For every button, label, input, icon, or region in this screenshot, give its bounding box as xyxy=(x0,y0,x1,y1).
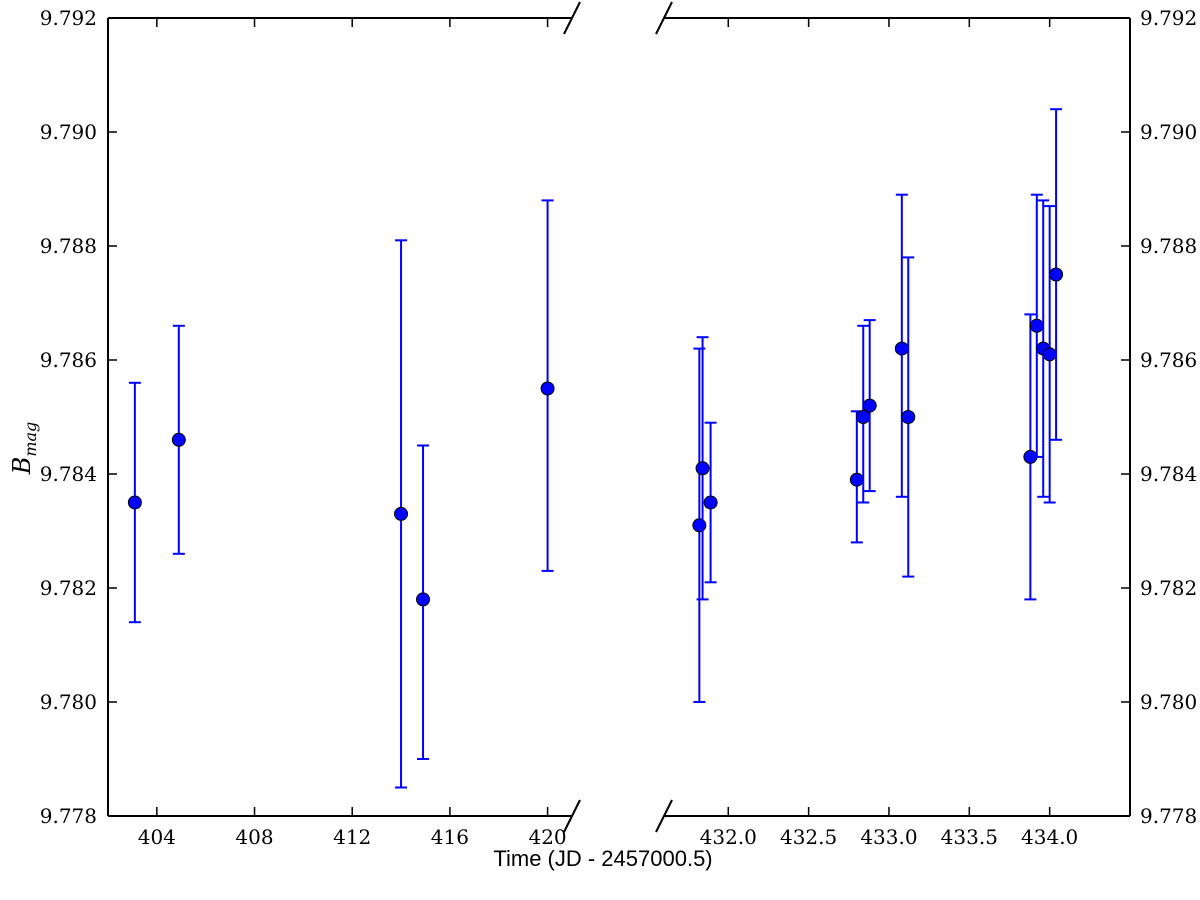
y-tick-label-left: 9.782 xyxy=(40,576,97,600)
data-point xyxy=(692,518,707,533)
y-axis-title-main: B xyxy=(8,457,36,476)
y-tick-label-right: 9.778 xyxy=(1140,804,1197,828)
x-tick-label: 404 xyxy=(138,825,176,849)
y-tick-label-left: 9.784 xyxy=(40,462,97,486)
axis-break-mark xyxy=(655,1,673,35)
axis-break-mark xyxy=(655,799,673,833)
y-tick-label-left: 9.778 xyxy=(40,804,97,828)
y-tick-label-right: 9.792 xyxy=(1140,6,1197,30)
data-point xyxy=(901,410,916,424)
data-point xyxy=(849,472,864,487)
data-point xyxy=(1049,267,1064,282)
data-point xyxy=(856,410,871,424)
y-tick-label-left: 9.792 xyxy=(40,6,97,30)
x-tick-label: 420 xyxy=(528,825,566,849)
axis-break-mark xyxy=(563,1,581,35)
data-point xyxy=(540,381,555,396)
y-tick-label-left: 9.788 xyxy=(40,234,97,258)
data-point xyxy=(127,495,142,510)
x-tick-label: 433.0 xyxy=(860,825,917,849)
x-tick-label: 432.0 xyxy=(700,825,757,849)
axis-break-mark xyxy=(563,799,581,833)
y-tick-label-right: 9.790 xyxy=(1140,120,1197,144)
x-tick-label: 433.5 xyxy=(941,825,998,849)
y-tick-label-left: 9.790 xyxy=(40,120,97,144)
panel-1: 404 408 412 416 420 xyxy=(107,1,581,849)
plot-panels: 404 408 412 416 420 432.0 432.5 433.0 433.5 434.0 xyxy=(107,1,1131,849)
x-tick-label: 434.0 xyxy=(1021,825,1078,849)
data-point xyxy=(894,341,909,356)
x-tick-label: 416 xyxy=(431,825,469,849)
data-point xyxy=(703,495,718,510)
data-point xyxy=(416,592,431,607)
y-tick-label-left: 9.786 xyxy=(40,348,97,372)
y-tick-labels-left: 9.778 9.780 9.782 9.784 9.786 9.788 9.790 9.792 xyxy=(40,6,97,828)
y-tick-label-left: 9.780 xyxy=(40,690,97,714)
y-axis-title-subscript: mag xyxy=(21,422,40,457)
y-tick-label-right: 9.780 xyxy=(1140,690,1197,714)
data-point xyxy=(862,398,877,413)
panel-2: 432.0 432.5 433.0 433.5 434.0 xyxy=(655,1,1131,849)
y-tick-labels-right: 9.778 9.780 9.782 9.784 9.786 9.788 9.790 9.792 xyxy=(1140,6,1197,828)
x-tick-label: 432.5 xyxy=(780,825,837,849)
data-point xyxy=(1042,347,1057,362)
y-tick-label-right: 9.784 xyxy=(1140,462,1197,486)
data-point xyxy=(695,461,710,476)
x-tick-label: 412 xyxy=(333,825,371,849)
y-tick-label-right: 9.788 xyxy=(1140,234,1197,258)
y-axis-title: Bmag xyxy=(8,422,40,476)
x-axis-title: Time (JD - 2457000.5) xyxy=(493,846,712,871)
y-tick-label-right: 9.782 xyxy=(1140,576,1197,600)
data-point xyxy=(394,506,409,521)
x-tick-label: 408 xyxy=(235,825,273,849)
data-point xyxy=(1029,318,1044,333)
data-point xyxy=(171,432,186,447)
y-tick-label-right: 9.786 xyxy=(1140,348,1197,372)
